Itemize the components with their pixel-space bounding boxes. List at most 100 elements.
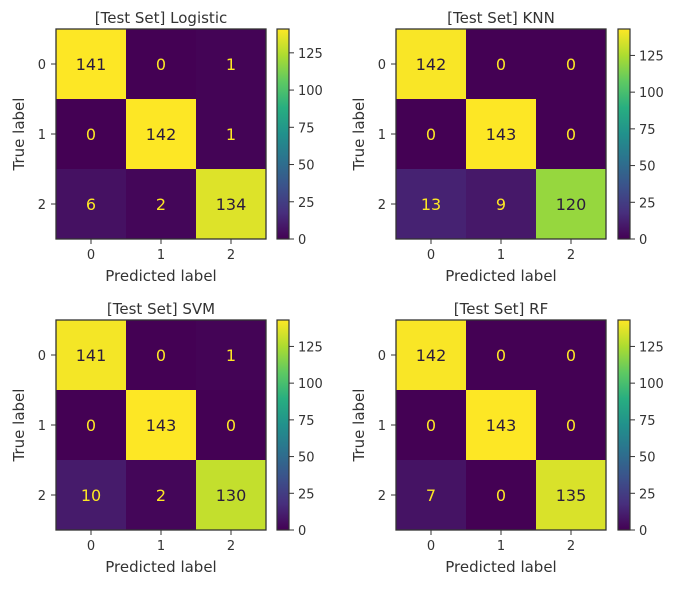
cell-value: 2 — [156, 486, 166, 505]
cell-value: 120 — [556, 195, 587, 214]
matrix-cell — [396, 99, 466, 169]
matrix-cell — [126, 29, 196, 99]
colorbar-tick-label: 125 — [298, 340, 323, 355]
cell-value: 0 — [496, 55, 506, 74]
cell-value: 13 — [421, 195, 441, 214]
matrix-cell — [56, 320, 126, 390]
chart-title: [Test Set] KNN — [447, 9, 555, 27]
cell-value: 134 — [216, 195, 247, 214]
matrix-cell — [396, 460, 466, 530]
matrix-cell — [196, 99, 266, 169]
cell-value: 0 — [496, 346, 506, 365]
cell-value: 0 — [426, 416, 436, 435]
y-tick-label: 0 — [378, 349, 386, 364]
cell-value: 0 — [86, 125, 96, 144]
colorbar-tick-label: 0 — [298, 524, 306, 539]
colorbar-frame — [617, 319, 631, 531]
matrix-cell — [126, 99, 196, 169]
cell-value: 2 — [156, 195, 166, 214]
colorbar-tick-label: 25 — [639, 487, 656, 502]
cell-value: 1 — [226, 346, 236, 365]
matrix-cell — [466, 99, 536, 169]
colorbar-tick-label: 0 — [298, 233, 306, 248]
colorbar-tick-label: 100 — [298, 377, 323, 392]
y-tick-label: 0 — [378, 58, 386, 73]
cell-value: 0 — [86, 416, 96, 435]
matrix-cell — [536, 460, 606, 530]
matrix-cell — [466, 390, 536, 460]
matrix-cell — [466, 29, 536, 99]
colorbar-gradient — [277, 29, 289, 239]
x-tick-label: 2 — [567, 539, 575, 554]
cell-value: 142 — [416, 55, 447, 74]
cell-value: 135 — [556, 486, 587, 505]
colorbar-frame — [276, 28, 290, 240]
cell-value: 0 — [156, 346, 166, 365]
x-axis-label: Predicted label — [105, 267, 216, 285]
colorbar-tick-label: 50 — [639, 160, 656, 175]
colorbar-tick-label: 100 — [298, 84, 323, 99]
matrix-cell — [466, 320, 536, 390]
y-tick-label: 2 — [38, 198, 46, 213]
y-tick-label: 1 — [378, 419, 386, 434]
matrix-cell — [56, 169, 126, 239]
cell-value: 141 — [76, 55, 107, 74]
cell-value: 143 — [146, 416, 177, 435]
x-tick-label: 2 — [227, 539, 235, 554]
colorbar-tick-label: 0 — [639, 524, 647, 539]
matrix-cell — [396, 29, 466, 99]
cell-value: 1 — [226, 125, 236, 144]
y-tick-label: 2 — [38, 489, 46, 504]
y-tick-label: 0 — [38, 349, 46, 364]
x-tick-label: 1 — [497, 248, 505, 263]
x-tick-label: 2 — [227, 248, 235, 263]
colorbar-tick-label: 75 — [639, 414, 656, 429]
colorbar-tick-label: 125 — [639, 340, 664, 355]
matrix-cell — [196, 320, 266, 390]
matrix-cell — [56, 390, 126, 460]
cell-value: 6 — [86, 195, 96, 214]
cell-value: 1 — [226, 55, 236, 74]
cell-value: 0 — [566, 125, 576, 144]
cell-value: 0 — [566, 416, 576, 435]
x-tick-label: 1 — [157, 539, 165, 554]
x-axis-label: Predicted label — [445, 558, 556, 576]
x-tick-label: 0 — [427, 248, 435, 263]
matrix-cell — [536, 320, 606, 390]
colorbar-tick-label: 125 — [298, 47, 323, 62]
matrix-cell — [536, 169, 606, 239]
matrix-cell — [126, 169, 196, 239]
colorbar-tick-label: 75 — [639, 123, 656, 138]
matrix-cell — [536, 390, 606, 460]
colorbar-tick-label: 100 — [639, 86, 664, 101]
matrix-cell — [466, 460, 536, 530]
y-tick-label: 1 — [378, 128, 386, 143]
cell-value: 142 — [416, 346, 447, 365]
chart-title: [Test Set] SVM — [107, 300, 215, 318]
cell-value: 143 — [486, 125, 517, 144]
cell-value: 0 — [496, 486, 506, 505]
x-tick-label: 1 — [497, 539, 505, 554]
y-axis-label: True label — [10, 389, 28, 463]
colorbar-tick-label: 100 — [639, 377, 664, 392]
cell-value: 0 — [426, 125, 436, 144]
x-tick-label: 2 — [567, 248, 575, 263]
colorbar-frame — [276, 319, 290, 531]
matrix-cell — [196, 390, 266, 460]
panel-3: 142 0 0 0 143 0 7 0 135 [Test Set] RF 0 1 2 0 1 2 Predic… — [350, 300, 664, 576]
matrix-cell — [396, 320, 466, 390]
cell-value: 130 — [216, 486, 247, 505]
cell-value: 0 — [566, 55, 576, 74]
matrix-cell — [126, 390, 196, 460]
colorbar-tick-label: 50 — [298, 451, 315, 466]
matrix-cell — [126, 460, 196, 530]
colorbar-tick-label: 50 — [298, 159, 315, 174]
matrix-cell — [126, 320, 196, 390]
cell-value: 7 — [426, 486, 436, 505]
matrix-cell — [196, 169, 266, 239]
x-axis-label: Predicted label — [105, 558, 216, 576]
